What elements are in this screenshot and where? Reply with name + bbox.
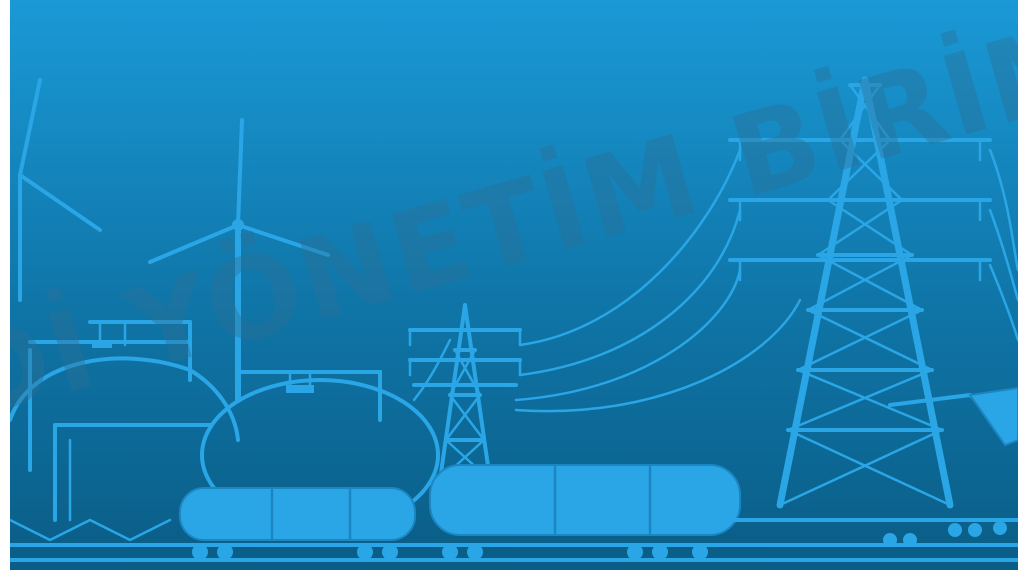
wind-turbine-left [18,78,102,302]
large-transmission-tower [728,76,992,509]
small-transmission-tower [408,303,522,482]
solar-panel [888,386,1018,447]
power-lines [412,148,1018,413]
illustration-canvas: Dİ YÖNETİM BİRİM [10,0,1018,570]
wind-turbine-center [148,118,330,403]
rail-tank-cars [10,463,1018,562]
energy-infrastructure-illustration: Dİ YÖNETİM BİRİM [10,0,1018,570]
